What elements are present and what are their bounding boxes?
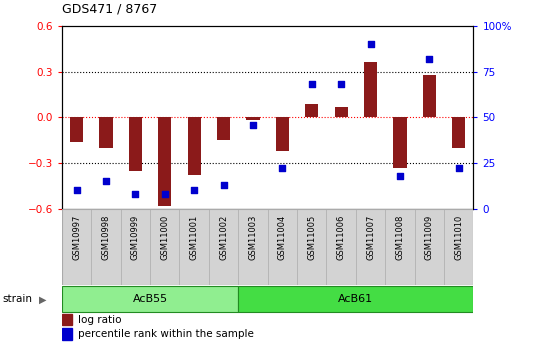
- Point: [278, 166, 287, 171]
- Bar: [100, 117, 112, 148]
- Text: GSM10999: GSM10999: [131, 215, 140, 260]
- Text: GSM11000: GSM11000: [160, 215, 169, 260]
- Point: [366, 41, 375, 47]
- Text: AcB55: AcB55: [132, 294, 168, 304]
- Bar: [70, 117, 83, 142]
- Text: GSM11004: GSM11004: [278, 215, 287, 260]
- Point: [455, 166, 463, 171]
- Text: GDS471 / 8767: GDS471 / 8767: [62, 2, 157, 16]
- Bar: [188, 117, 201, 175]
- Text: AcB61: AcB61: [338, 294, 373, 304]
- Text: strain: strain: [3, 294, 33, 304]
- Text: GSM11006: GSM11006: [337, 215, 345, 260]
- Text: ▶: ▶: [39, 294, 47, 304]
- Point: [220, 182, 228, 188]
- Text: GSM10997: GSM10997: [72, 215, 81, 260]
- Bar: [452, 117, 465, 148]
- FancyBboxPatch shape: [62, 286, 238, 313]
- Text: log ratio: log ratio: [79, 315, 122, 325]
- Bar: [129, 117, 142, 171]
- Text: GSM11005: GSM11005: [307, 215, 316, 260]
- Bar: [423, 75, 436, 117]
- Point: [337, 82, 345, 87]
- Text: percentile rank within the sample: percentile rank within the sample: [79, 329, 254, 339]
- Bar: [305, 104, 318, 117]
- Bar: [62, 328, 72, 340]
- Text: GSM11003: GSM11003: [249, 215, 258, 260]
- Text: GSM10998: GSM10998: [102, 215, 110, 260]
- Bar: [158, 117, 172, 206]
- FancyBboxPatch shape: [238, 286, 473, 313]
- Point: [190, 188, 199, 193]
- Bar: [246, 117, 259, 120]
- Text: GSM11007: GSM11007: [366, 215, 375, 260]
- Bar: [393, 117, 407, 168]
- Point: [307, 82, 316, 87]
- Bar: [335, 107, 348, 117]
- Bar: [217, 117, 230, 140]
- Text: GSM11010: GSM11010: [454, 215, 463, 260]
- Bar: [62, 314, 72, 325]
- Point: [160, 191, 169, 197]
- Point: [425, 56, 434, 61]
- Point: [249, 122, 257, 127]
- Text: GSM11002: GSM11002: [219, 215, 228, 260]
- Text: GSM11001: GSM11001: [190, 215, 199, 260]
- Bar: [364, 62, 377, 117]
- Point: [131, 191, 140, 197]
- Text: GSM11009: GSM11009: [425, 215, 434, 260]
- Text: GSM11008: GSM11008: [395, 215, 405, 260]
- Point: [395, 173, 404, 179]
- Bar: [276, 117, 289, 151]
- Point: [72, 188, 81, 193]
- Point: [102, 179, 110, 184]
